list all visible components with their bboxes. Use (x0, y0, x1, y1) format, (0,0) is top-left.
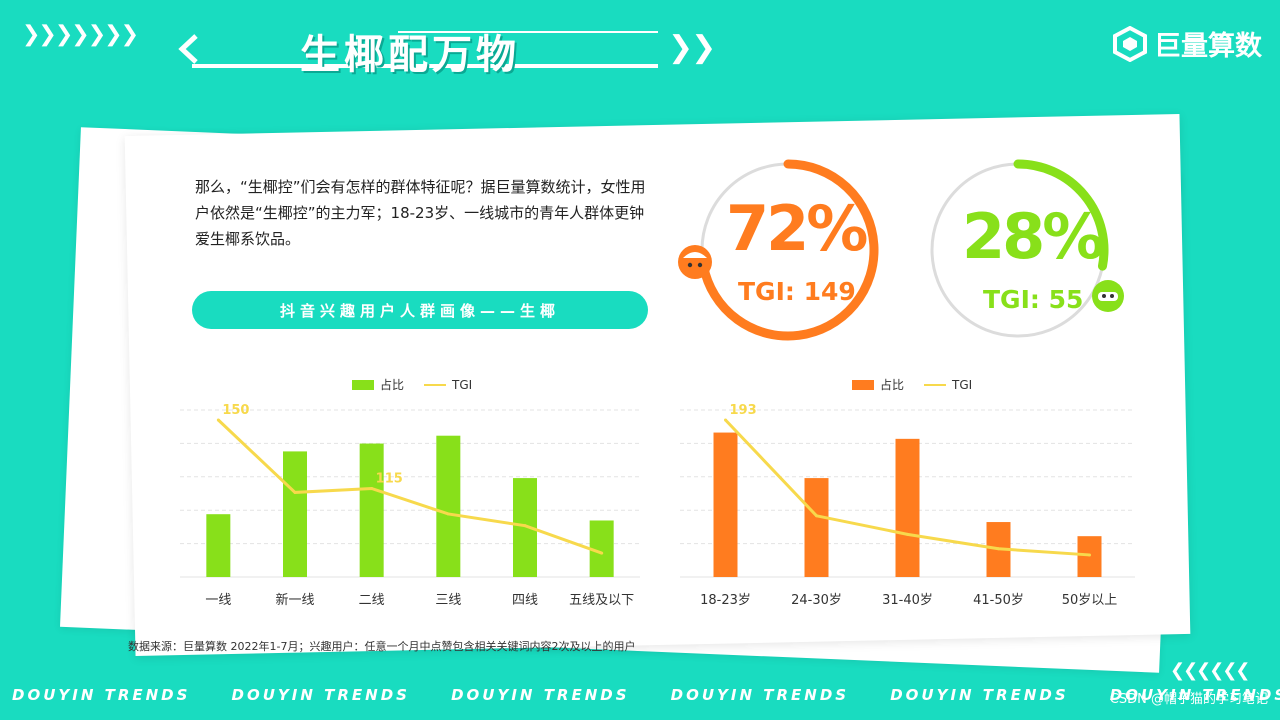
logo: 巨量算数 (1112, 24, 1262, 63)
tgi-line (217, 418, 603, 555)
legend-swatch-tgi (424, 383, 447, 386)
tgi-data-label: 115 (376, 472, 403, 487)
title-banner (178, 31, 658, 68)
section-pill-label: 抖音兴趣用户人群画像——生椰 (279, 301, 560, 320)
tgi-point (997, 547, 1000, 551)
x-tick-label: 24-30岁 (791, 593, 842, 608)
right-chevrons: ❯❯ (668, 30, 716, 65)
male-ring (930, 159, 1124, 338)
tgi-point (446, 512, 450, 516)
x-tick-label: 31-40岁 (882, 593, 933, 608)
x-tick-label: 三线 (435, 593, 461, 608)
section-pill: 抖音兴趣用户人群画像——生椰 (192, 291, 648, 329)
male-percent: 28% (962, 200, 1104, 273)
legend-swatch-tgi (924, 383, 947, 386)
legend-label-share: 占比 (880, 378, 905, 392)
logo-icon (1113, 25, 1147, 62)
bar (895, 438, 920, 577)
x-tick-label: 50岁以上 (1062, 593, 1118, 608)
male-face-icon (1092, 280, 1124, 312)
footer-strip: DOUYIN TRENDS DOUYIN TRENDS DOUYIN TREND… (0, 686, 1280, 710)
tgi-point (523, 524, 527, 528)
x-tick-label: 一线 (205, 593, 231, 608)
tgi-point (724, 418, 727, 422)
legend-swatch-share (352, 379, 374, 390)
page-title: 生椰配万物 (300, 32, 520, 78)
tgi-data-label: 150 (222, 403, 249, 418)
gender-rings (678, 159, 1124, 341)
tgi-data-label: 193 (730, 403, 757, 418)
x-tick-label: 五线及以下 (569, 593, 634, 608)
city-tier-chart: 一线 新一线 二线 三线 四线 五线及以下 150 115 (180, 403, 640, 608)
female-tgi: TGI: 149 (738, 277, 856, 306)
male-tgi: TGI: 55 (983, 285, 1084, 314)
tgi-point (1088, 553, 1091, 557)
watermark: CSDN @帽子猫的学习笔记 (1109, 692, 1268, 707)
footer-strip-text: DOUYIN TRENDS DOUYIN TRENDS DOUYIN TREND… (12, 686, 1280, 704)
age-chart: 18-23岁 24-30岁 31-40岁 41-50岁 50岁以上 193 (680, 403, 1135, 608)
bar (436, 435, 461, 577)
x-tick-label: 18-23岁 (700, 593, 751, 608)
tgi-point (293, 490, 297, 494)
legend-city: 占比 TGI (352, 376, 472, 393)
tgi-point (815, 514, 818, 518)
female-percent: 72% (726, 192, 868, 265)
legend-label-tgi: TGI (952, 377, 973, 392)
female-ring (678, 159, 879, 341)
tgi-point (600, 551, 604, 555)
left-chevrons: ❯❯❯❯❯❯❯ (22, 22, 139, 47)
bar (804, 478, 829, 577)
bar (359, 443, 384, 577)
x-tick-label: 二线 (359, 593, 385, 608)
x-tick-label: 新一线 (275, 592, 314, 608)
bar (1077, 536, 1102, 577)
bar (206, 514, 231, 577)
bar (713, 432, 738, 577)
legend-age: 占比 TGI (852, 376, 972, 393)
logo-text: 巨量算数 (1154, 31, 1262, 62)
legend-label-share: 占比 (380, 378, 405, 392)
tgi-point (906, 532, 909, 536)
legend-label-tgi: TGI (452, 377, 473, 392)
footer-chevrons: ❮❮❮❮❮❮ (1170, 660, 1250, 681)
x-tick-label: 41-50岁 (973, 593, 1024, 608)
bar (283, 451, 307, 577)
tgi-point (370, 487, 374, 490)
tgi-point (216, 418, 220, 422)
source-note: 数据来源：巨量算数 2022年1-7月；兴趣用户：任意一个月中点赞包含相关关键词… (128, 640, 636, 653)
female-face-icon (678, 245, 712, 279)
x-tick-label: 四线 (512, 593, 538, 608)
legend-swatch-share (852, 379, 874, 390)
intro-text: 那么，“生椰控”们会有怎样的群体特征呢？据巨量算数统计，女性用户依然是“生椰控”… (195, 178, 646, 248)
